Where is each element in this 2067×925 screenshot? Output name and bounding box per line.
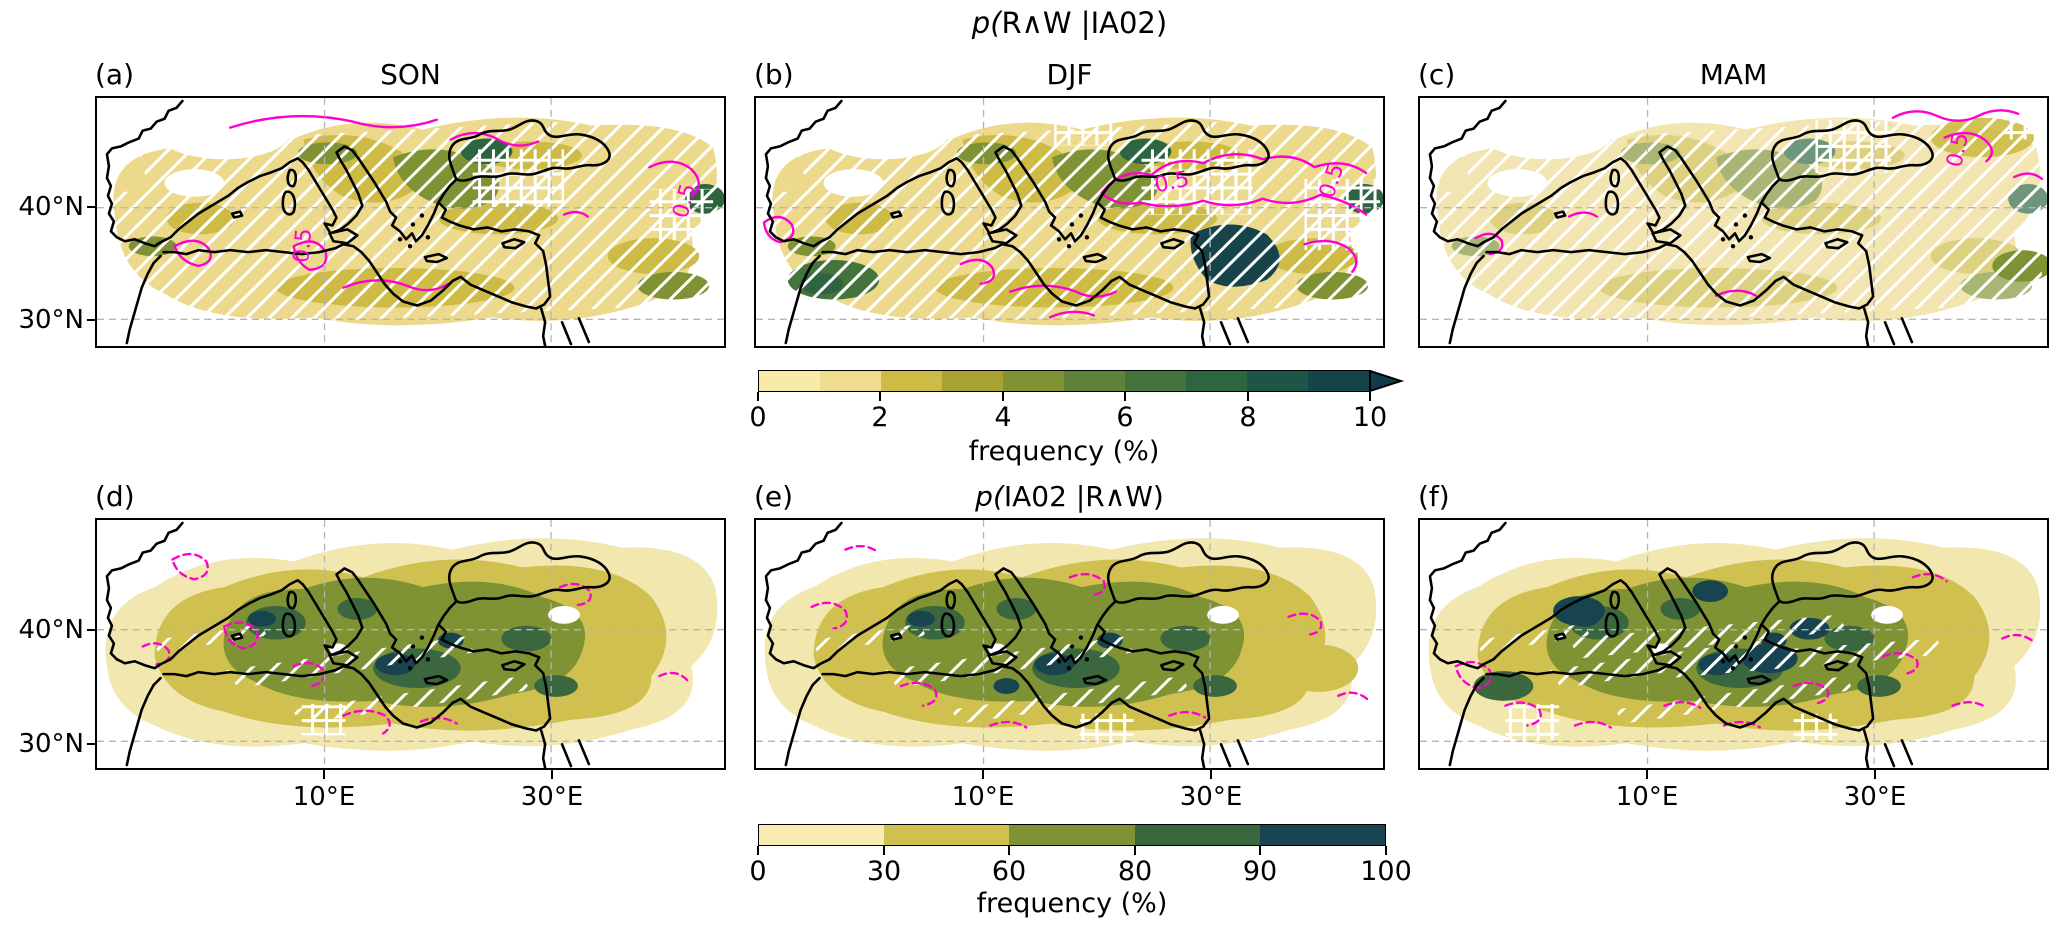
cb-tickmark	[1247, 392, 1249, 401]
panel-a-title: SON	[380, 58, 441, 91]
cb-tickmark	[879, 392, 881, 401]
cb-tickmark	[1259, 846, 1261, 855]
cb-top-tick-0: 0	[749, 402, 767, 433]
contour-lines-b	[762, 153, 1368, 319]
lon-tickmark	[1646, 770, 1648, 779]
lat-tickmark	[87, 743, 95, 745]
cb-bottom-tick-0: 0	[749, 856, 767, 887]
lon-tick-10E-d: 10°E	[292, 782, 356, 812]
colorbar-top-arrow	[1370, 369, 1405, 393]
panel-c-map: 0.5	[1418, 96, 2049, 348]
cb-top-tick-4: 4	[994, 402, 1012, 433]
lat-tickmark	[87, 206, 95, 208]
lon-tickmark	[1210, 770, 1212, 779]
colorbar-top-seg	[1247, 371, 1308, 391]
colorbar-top-seg	[942, 371, 1003, 391]
cb-tickmark	[757, 846, 759, 855]
lat-tickmark	[87, 319, 95, 321]
cb-top-label: frequency (%)	[968, 436, 1160, 467]
lat-tick-30N-row2: 30°N	[18, 729, 84, 759]
colorbar-top-seg	[1064, 371, 1125, 391]
cb-top-tick-2: 2	[871, 402, 889, 433]
lon-tick-10E-e: 10°E	[951, 782, 1015, 812]
colorbar-bottom-seg	[759, 825, 885, 845]
cb-bottom-label: frequency (%)	[976, 888, 1168, 919]
cb-tickmark	[883, 846, 885, 855]
colorbar-bottom-seg	[1009, 825, 1135, 845]
colorbar-top-seg	[881, 371, 942, 391]
panel-b-label: (b)	[754, 58, 794, 91]
panel-f-label: (f)	[1418, 480, 1450, 513]
colorbar-top	[758, 370, 1370, 392]
contour-lines-c	[1474, 109, 2044, 297]
colorbar-top-seg	[1125, 371, 1186, 391]
cb-tickmark	[1002, 392, 1004, 401]
cb-tickmark	[1369, 392, 1371, 401]
panel-b-map: 0.5 0.5	[754, 96, 1385, 348]
lon-tick-30E-d: 30°E	[520, 782, 584, 812]
contour-lines-a	[173, 114, 700, 292]
cb-top-tick-10: 10	[1352, 402, 1388, 433]
lon-tickmark	[551, 770, 553, 779]
lon-tick-30E-e: 30°E	[1179, 782, 1243, 812]
lat-tickmark	[87, 629, 95, 631]
colorbar-top-seg	[1186, 371, 1247, 391]
cb-bottom-tick-90: 90	[1242, 856, 1278, 887]
panel-b-title: DJF	[1046, 58, 1093, 91]
cb-top-tick-6: 6	[1116, 402, 1134, 433]
colorbar-bottom-seg	[1259, 825, 1386, 845]
colorbar-bottom-seg	[884, 825, 1010, 845]
colorbar-top-seg	[1003, 371, 1064, 391]
contour-lines-e	[810, 544, 1370, 729]
panel-e-map	[754, 518, 1385, 770]
panel-d-label: (d)	[95, 480, 135, 513]
panel-e-title: p(IA02 |R∧W)	[975, 480, 1164, 513]
lon-tick-10E-f: 10°E	[1615, 782, 1679, 812]
lon-tickmark	[982, 770, 984, 779]
panel-f-map	[1418, 518, 2049, 770]
panel-c-title: MAM	[1699, 58, 1768, 91]
colorbar-top-seg	[759, 371, 820, 391]
cb-bottom-tick-30: 30	[866, 856, 902, 887]
lat-tick-40N-row2: 40°N	[18, 615, 84, 645]
cb-tickmark	[1124, 392, 1126, 401]
lat-tick-30N-row1: 30°N	[18, 305, 84, 335]
panel-c-label: (c)	[1418, 58, 1456, 91]
cb-tickmark	[1385, 846, 1387, 855]
colorbar-bottom	[758, 824, 1386, 846]
lat-tick-40N-row1: 40°N	[18, 192, 84, 222]
colorbar-bottom-seg	[1134, 825, 1260, 845]
contour-label: 0.5	[289, 227, 317, 264]
cb-tickmark	[1134, 846, 1136, 855]
lon-tickmark	[323, 770, 325, 779]
lon-tick-30E-f: 30°E	[1843, 782, 1907, 812]
cb-bottom-tick-60: 60	[991, 856, 1027, 887]
cb-top-tick-8: 8	[1239, 402, 1257, 433]
cb-tickmark	[1008, 846, 1010, 855]
panel-a-label: (a)	[95, 58, 135, 91]
colorbar-top-seg	[1308, 371, 1369, 391]
colorbar-top-seg	[820, 371, 881, 391]
panel-d-map	[95, 518, 726, 770]
lon-tickmark	[1874, 770, 1876, 779]
cb-bottom-tick-100: 100	[1360, 856, 1412, 887]
panel-a-map: 0.5 0.5	[95, 96, 726, 348]
cb-tickmark	[757, 392, 759, 401]
figure-suptitle: p(R∧W |IA02)	[971, 6, 1168, 40]
cb-bottom-tick-80: 80	[1117, 856, 1153, 887]
panel-e-label: (e)	[754, 480, 794, 513]
